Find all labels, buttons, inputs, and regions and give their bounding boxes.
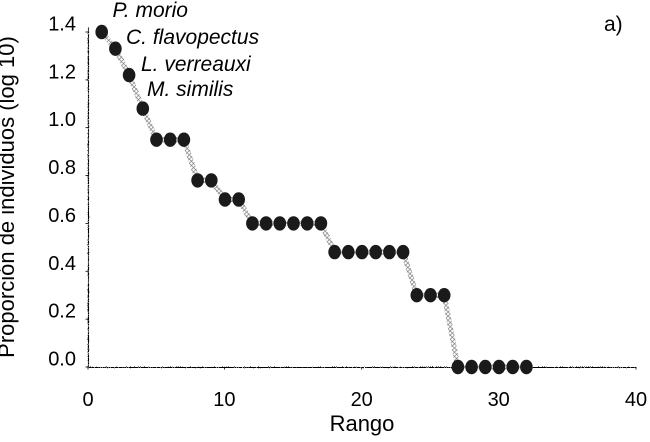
svg-text:1.4: 1.4 — [48, 14, 76, 36]
svg-text:1.0: 1.0 — [48, 109, 76, 131]
svg-text:P. morio: P. morio — [113, 0, 189, 22]
svg-text:Proporción de individuos (log: Proporción de individuos (log 10) — [0, 36, 19, 358]
svg-text:30: 30 — [488, 389, 510, 411]
svg-text:10: 10 — [213, 389, 235, 411]
svg-text:Rango: Rango — [330, 411, 395, 436]
svg-text:1.2: 1.2 — [48, 61, 76, 83]
svg-text:0.4: 0.4 — [48, 253, 76, 275]
svg-text:40: 40 — [625, 389, 647, 411]
svg-text:0.2: 0.2 — [48, 301, 76, 323]
svg-text:L. verreauxi: L. verreauxi — [141, 53, 252, 76]
svg-text:20: 20 — [351, 389, 373, 411]
svg-text:0.6: 0.6 — [48, 205, 76, 227]
svg-text:M. similis: M. similis — [147, 78, 234, 101]
svg-text:0: 0 — [82, 389, 93, 411]
svg-text:0.8: 0.8 — [48, 157, 76, 179]
svg-text:0.0: 0.0 — [48, 349, 76, 371]
svg-text:C. flavopectus: C. flavopectus — [126, 26, 260, 49]
svg-text:a): a) — [604, 13, 623, 36]
